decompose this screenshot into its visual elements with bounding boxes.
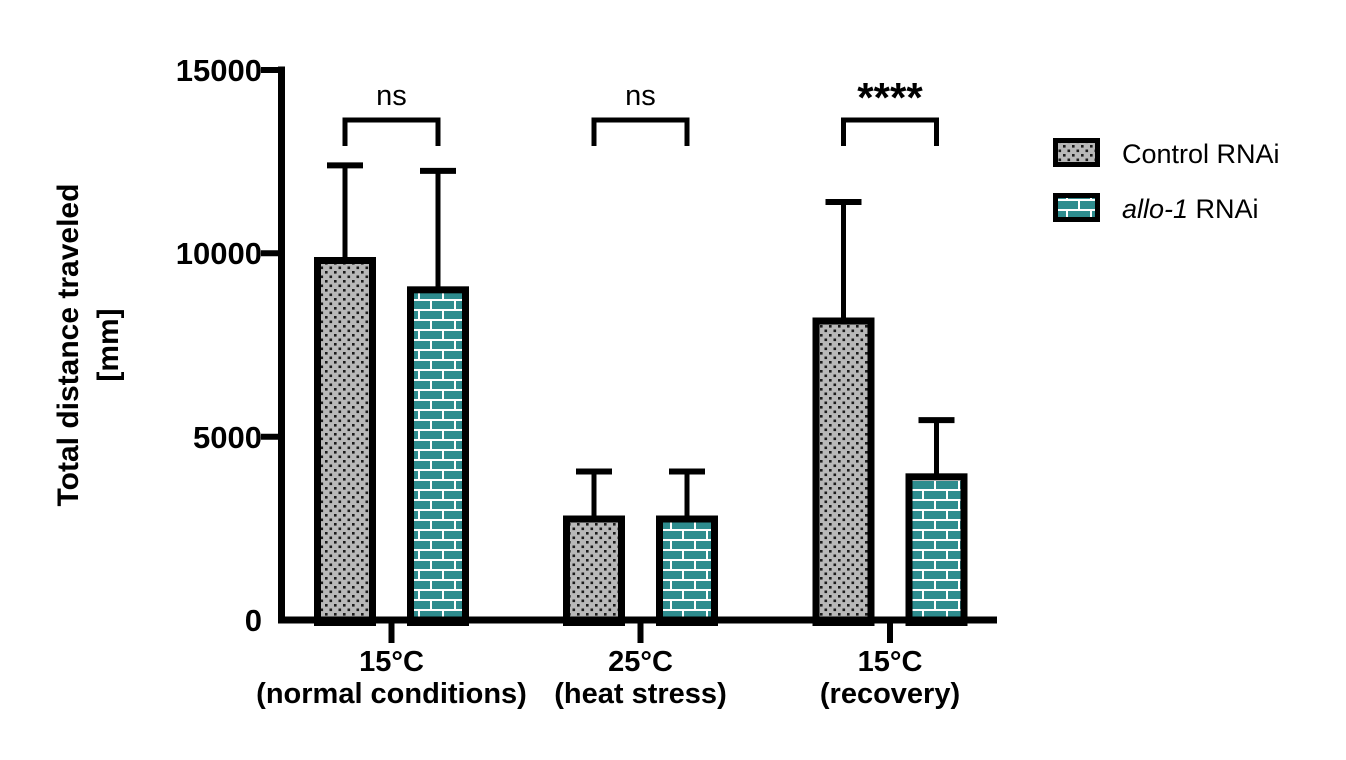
y-tick-label-0: 0 [245,603,262,638]
x-category-label-3: 15°C [858,646,923,678]
bar-bricks-group2 [656,515,718,626]
y-tick-label-15000: 15000 [176,53,262,88]
axes-layer [261,66,997,643]
significance-bracket-group3 [841,117,939,146]
legend: Control RNAi allo-1 RNAi [1053,138,1280,224]
bars-layer [314,117,968,627]
bar-bricks-group1 [407,286,469,626]
bar-bricks-group3 [905,473,968,627]
x-category-sublabel-3: (recovery) [820,678,960,710]
significance-label-group3: **** [857,74,923,121]
significance-bracket-group2 [591,117,690,146]
legend-swatch-allo1-rnai [1053,193,1100,222]
legend-label-allo1-italic: allo-1 [1122,194,1188,224]
bar-dots-group2 [563,515,625,626]
significance-label-group1: ns [376,80,407,112]
y-tick-label-5000: 5000 [193,420,262,455]
bar-dots-group3 [812,317,875,626]
x-category-label-1: 15°C [359,646,424,678]
legend-label-allo1-rest: RNAi [1188,194,1259,224]
y-tick-label-10000: 10000 [176,236,262,271]
y-axis-title-line2: [mm] [92,308,125,381]
significance-bracket-group1 [342,117,441,146]
legend-label-control-rnai: Control RNAi [1122,139,1280,169]
legend-label-allo1-rnai: allo-1 RNAi [1122,194,1259,224]
significance-label-group2: ns [625,80,656,112]
x-category-label-2: 25°C [608,646,673,678]
x-category-sublabel-2: (heat stress) [554,678,726,710]
legend-swatch-control-rnai [1053,138,1100,167]
y-axis-title-line1: Total distance traveled [52,184,85,507]
bar-dots-group1 [314,257,376,626]
x-category-sublabel-1: (normal conditions) [256,678,527,710]
